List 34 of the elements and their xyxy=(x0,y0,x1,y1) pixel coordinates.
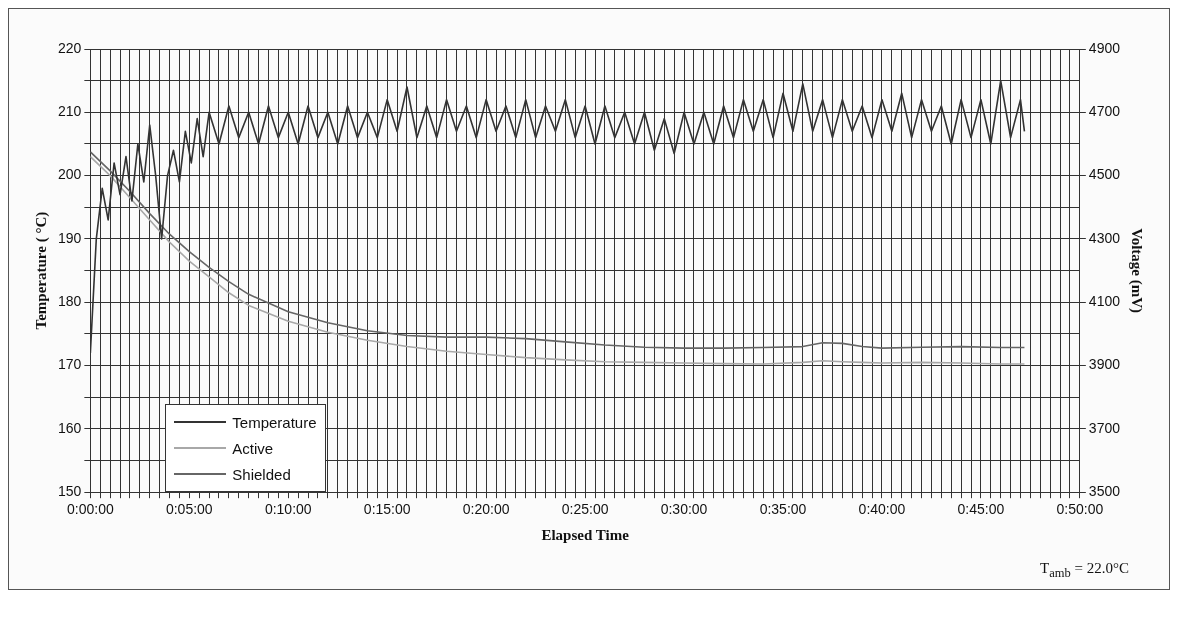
y-tick-label: 150 xyxy=(58,483,82,500)
y2-tick-label: 3900 xyxy=(1088,356,1121,373)
x-tick-label: 0:10:00 xyxy=(264,501,312,518)
x-tick-label: 0:30:00 xyxy=(660,501,708,518)
x-axis-title: Elapsed Time xyxy=(541,526,630,543)
y2-tick-label: 3500 xyxy=(1088,483,1121,500)
y2-tick-label: 3700 xyxy=(1088,419,1121,436)
x-tick-label: 0:15:00 xyxy=(363,501,411,518)
y-tick-label: 190 xyxy=(58,229,82,246)
y-tick-label: 170 xyxy=(58,356,82,373)
text: T$_{amb}$ = 22.0°C xyxy=(1040,560,1129,581)
y2-tick-label: 4500 xyxy=(1088,166,1121,183)
y-tick-label: 160 xyxy=(58,419,82,436)
y-tick-label: 200 xyxy=(58,166,82,183)
y2-tick-label: 4700 xyxy=(1088,103,1121,120)
y2-axis-title: Voltage (mV) xyxy=(1128,228,1146,314)
x-tick-label: 0:35:00 xyxy=(759,501,807,518)
y-axis-title: Temperature ( °C) xyxy=(32,211,50,330)
x-tick-label: 0:45:00 xyxy=(957,501,1005,518)
x-tick-label: 0:00:00 xyxy=(67,501,114,518)
y-tick-label: 220 xyxy=(58,39,82,56)
y2-tick-label: 4900 xyxy=(1088,39,1121,56)
x-tick-label: 0:50:00 xyxy=(1056,501,1104,518)
legend-label: Temperature xyxy=(232,413,317,431)
x-tick-label: 0:40:00 xyxy=(858,501,906,518)
y-tick-label: 210 xyxy=(58,103,82,120)
y2-tick-label: 4100 xyxy=(1088,293,1121,310)
x-tick-label: 0:05:00 xyxy=(165,501,213,518)
legend-label: Shielded xyxy=(232,465,291,483)
y-tick-label: 180 xyxy=(58,293,82,310)
x-tick-label: 0:25:00 xyxy=(561,501,609,518)
y2-tick-label: 4300 xyxy=(1088,229,1121,246)
x-tick-label: 0:20:00 xyxy=(462,501,510,518)
legend-label: Active xyxy=(232,439,274,457)
